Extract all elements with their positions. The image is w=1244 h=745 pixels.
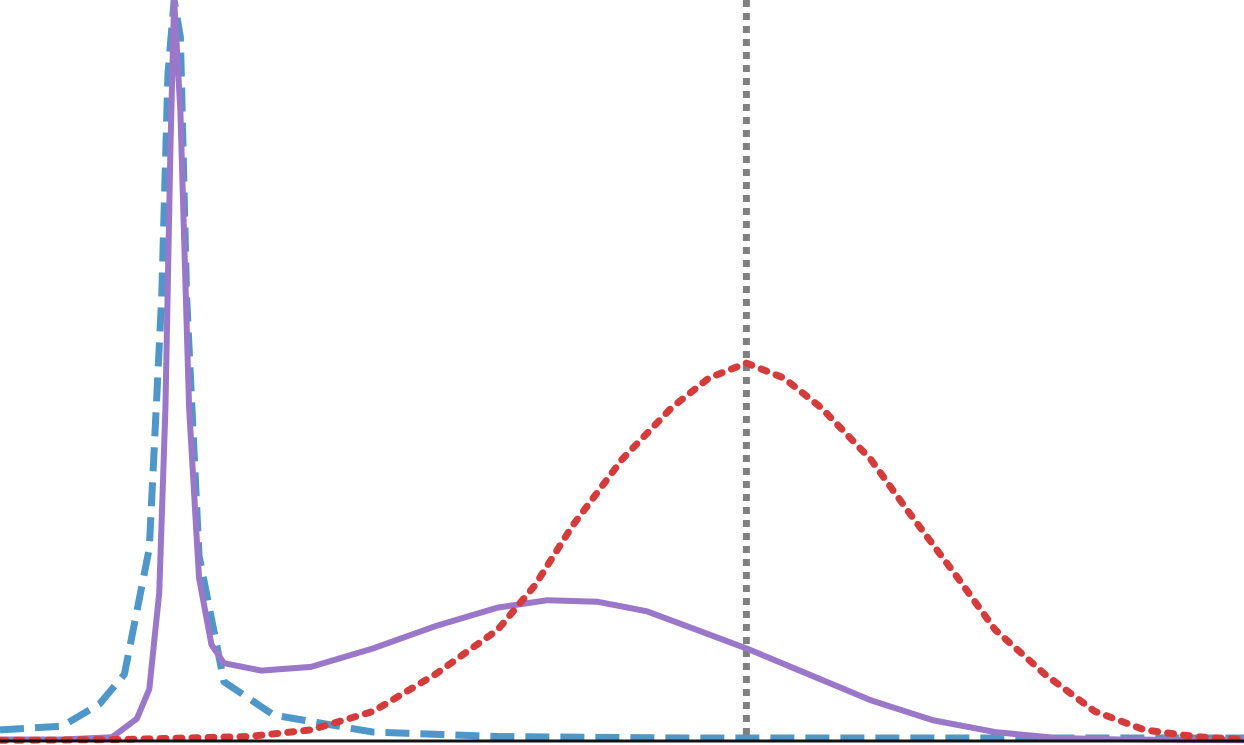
- series-3-dotted-line: [0, 359, 1244, 744]
